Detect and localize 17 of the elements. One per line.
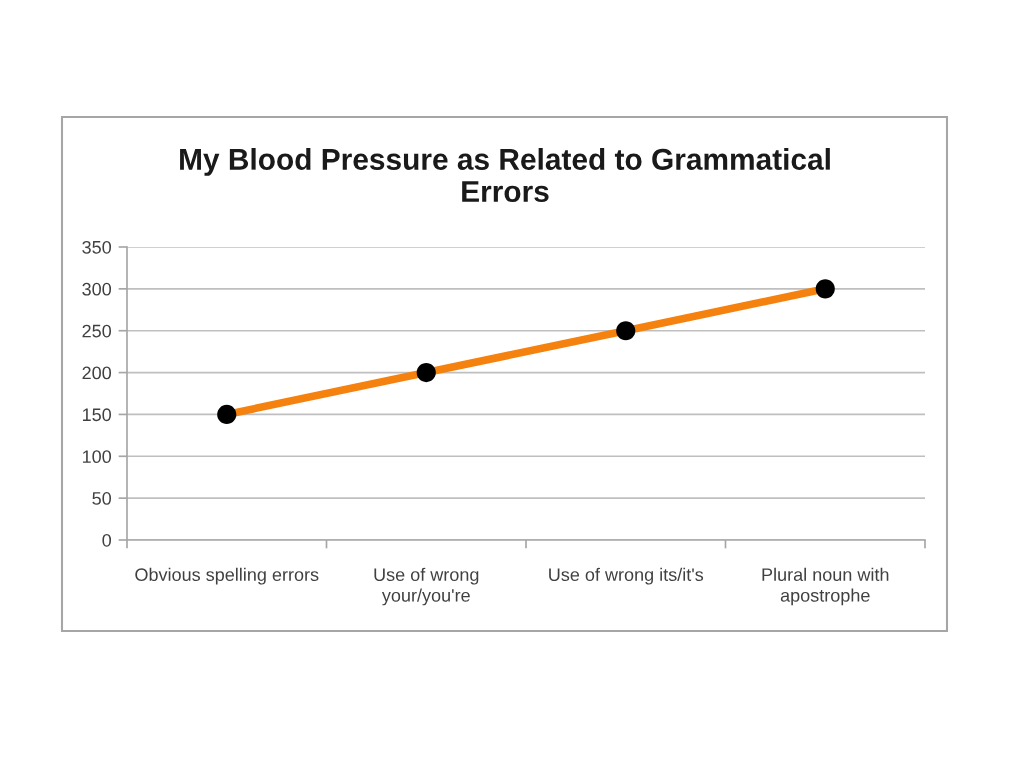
point <box>616 321 636 341</box>
y-tick-label: 300 <box>82 282 112 296</box>
y-tick-label: 250 <box>82 324 112 338</box>
y-tick-label: 350 <box>82 240 112 254</box>
x-tick-label: Use of wrong your/you're <box>374 567 479 606</box>
y-tick-label: 0 <box>102 533 112 547</box>
x-tick-label: Plural noun with apostrophe <box>762 567 889 606</box>
point <box>416 363 436 383</box>
y-tick-label: 150 <box>82 408 112 422</box>
y-tick-label: 50 <box>92 492 112 505</box>
y-tick-label: 200 <box>82 366 112 380</box>
chart-title: My Blood Pressure as Related to Grammatical Errors <box>180 148 830 203</box>
x-tick-label: Obvious spelling errors <box>135 567 319 585</box>
point <box>815 279 835 299</box>
x-tick-label: Use of wrong its/it's <box>549 567 704 585</box>
point <box>217 404 237 424</box>
y-tick-label: 100 <box>82 450 112 464</box>
